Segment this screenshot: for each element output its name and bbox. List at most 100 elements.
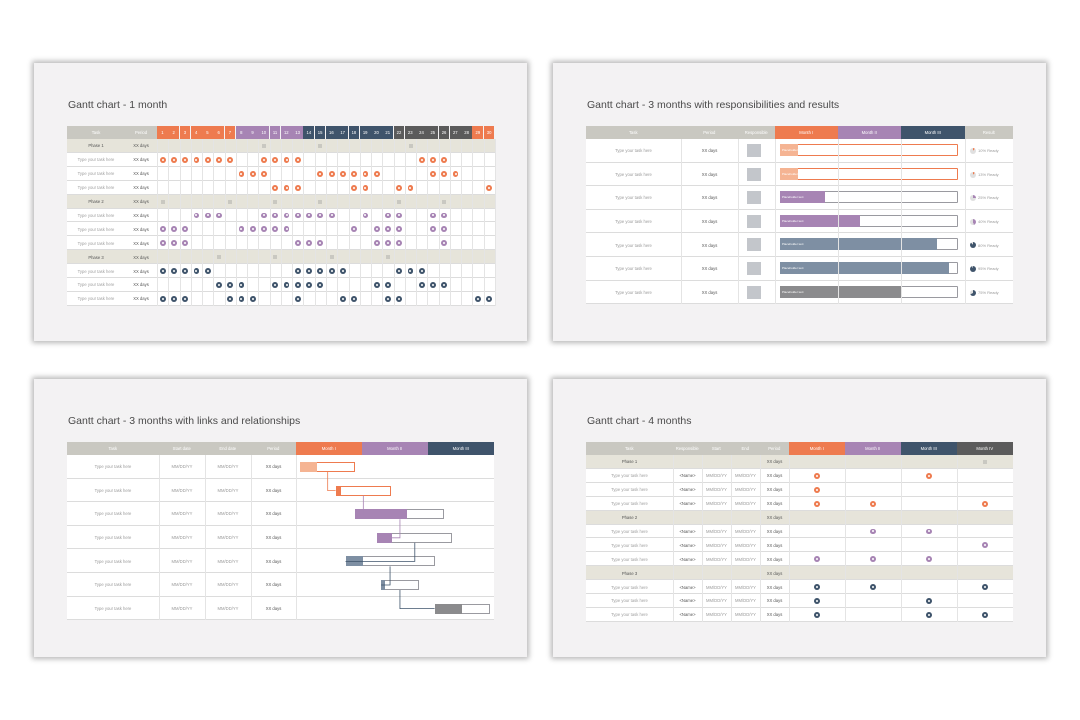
header-day: 11 (269, 126, 281, 139)
row-start: MM/DD/YY (706, 487, 727, 493)
header-day: 10 (258, 126, 270, 139)
task-dot (283, 212, 290, 219)
task-dot (452, 170, 459, 177)
row-task: Type your task here (94, 464, 132, 470)
row-period: XX days (265, 511, 282, 517)
task-dot (486, 184, 493, 191)
row-period: XX days (133, 240, 149, 246)
row-task: Type your task here (611, 487, 648, 493)
row-task: Phase 3 (621, 570, 638, 576)
header-day: 3 (179, 126, 191, 139)
row-divider (586, 593, 1013, 594)
task-dot (306, 268, 312, 274)
grid-line (202, 139, 204, 306)
row-start: MM/DD/YY (171, 558, 193, 564)
row-bg (67, 478, 494, 503)
header-day: 24 (416, 126, 427, 139)
task-dot (982, 542, 988, 549)
grid-line (461, 139, 463, 306)
grid-line (957, 455, 958, 622)
result-pie-icon (970, 148, 976, 154)
grid-line (775, 139, 776, 305)
task-dot (441, 170, 448, 177)
slide-gantt-4-months[interactable]: Gantt chart - 4 months Task Responsible St… (553, 379, 1046, 657)
row-end: MM/DD/YY (735, 473, 756, 479)
responsible-icon (747, 191, 761, 205)
slide-gantt-3-months-responsibilities[interactable]: Gantt chart - 3 months with responsibili… (553, 63, 1046, 341)
task-dot (182, 226, 189, 233)
row-period: XX days (133, 226, 149, 232)
task-dot (204, 156, 211, 163)
grid-line (303, 139, 305, 306)
task-dot (294, 240, 301, 247)
grid-line (845, 455, 846, 622)
row-divider (586, 523, 1013, 525)
grid-line (190, 139, 192, 306)
task-dot (204, 268, 211, 274)
row-responsible: <Name> (679, 473, 696, 479)
row-bg (586, 538, 1013, 553)
task-dot (441, 240, 448, 247)
row-period: XX days (766, 459, 783, 465)
task-dot (982, 611, 988, 618)
header-day: 17 (337, 126, 349, 139)
row-bg (586, 482, 1013, 497)
phase-marker (329, 255, 334, 260)
grid-line (965, 139, 966, 305)
grid-line (292, 139, 294, 306)
task-dot (227, 282, 234, 288)
grid-line (251, 455, 252, 621)
grid-line (269, 139, 271, 306)
task-dot (486, 295, 493, 302)
task-dot (407, 184, 414, 191)
task-dot (249, 295, 256, 302)
task-dot (396, 295, 403, 302)
gantt-table: Task Start date End date Period Month I Month… (67, 442, 494, 622)
row-period: XX days (766, 612, 783, 618)
slide-gantt-3-months-links[interactable]: Gantt chart - 3 months with links and re… (34, 379, 527, 657)
task-dot (814, 486, 820, 493)
task-dot (159, 156, 166, 163)
row-period: XX days (265, 582, 282, 588)
progress-label: Placeholder text (782, 148, 804, 152)
task-dot (441, 156, 448, 163)
row-task: Type your task here (615, 289, 652, 295)
row-task: Type your task here (77, 157, 115, 163)
row-task: Type your task here (611, 501, 648, 507)
header-m3: Month III (901, 126, 965, 139)
task-dot (227, 156, 234, 163)
slide-gantt-1-month[interactable]: Gantt chart - 1 month Task Period 1 2 3 4 5 6 7 8… (34, 63, 527, 341)
progress-label: Placeholder text (782, 266, 804, 270)
grid-line (681, 139, 682, 305)
row-bg (67, 596, 494, 621)
row-start: MM/DD/YY (171, 511, 193, 517)
row-start: MM/DD/YY (706, 473, 727, 479)
phase-marker (318, 143, 323, 148)
header-day: 30 (483, 126, 495, 139)
header-period: Period (681, 126, 738, 139)
link-line (377, 519, 401, 539)
task-dot (396, 212, 403, 219)
link-line (355, 495, 364, 515)
task-dot (294, 282, 301, 288)
row-start: MM/DD/YY (706, 556, 727, 562)
phase-marker (318, 199, 323, 204)
header-m1: Month I (775, 126, 838, 139)
row-period: XX days (766, 487, 783, 493)
header-period: Period (125, 126, 157, 139)
task-dot (340, 268, 346, 274)
row-responsible: <Name> (679, 584, 696, 590)
responsible-icon (747, 214, 761, 228)
row-bg (67, 573, 494, 597)
task-dot (294, 268, 301, 274)
row-start: MM/DD/YY (706, 598, 727, 604)
grid-line (258, 139, 260, 306)
grid-line (371, 139, 373, 306)
header-period: Period (760, 442, 789, 455)
row-bg (586, 455, 1013, 469)
task-dot (193, 212, 200, 219)
row-divider (586, 565, 1013, 567)
gantt-table: Task Period Responsible Month I Month II Mont… (586, 126, 1013, 306)
row-period: XX days (766, 501, 783, 507)
progress-fill (780, 144, 798, 156)
